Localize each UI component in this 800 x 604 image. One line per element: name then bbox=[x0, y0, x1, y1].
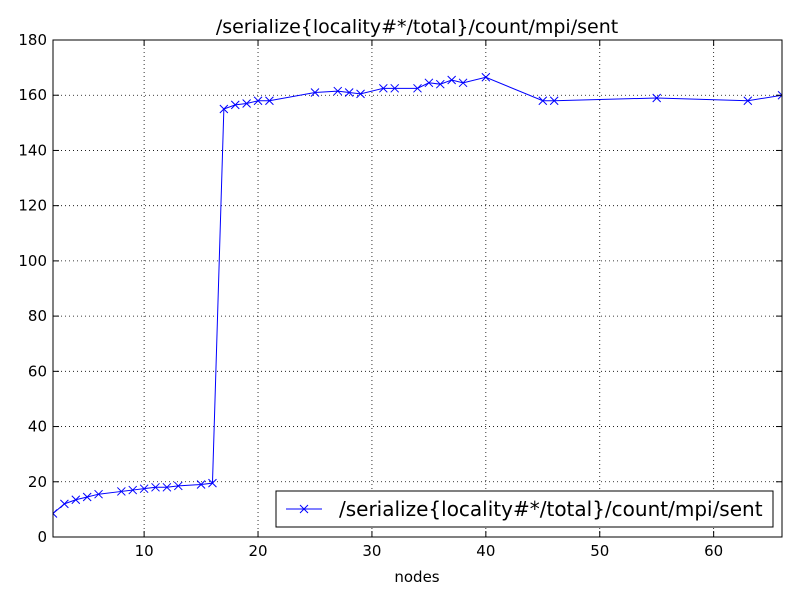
data-point-marker bbox=[538, 96, 548, 106]
x-tick-label: 30 bbox=[362, 542, 381, 560]
x-tick-label: 50 bbox=[590, 542, 609, 560]
data-point-marker bbox=[743, 96, 753, 106]
data-point-marker bbox=[242, 99, 251, 108]
data-point-marker bbox=[777, 90, 782, 100]
legend-box bbox=[275, 490, 774, 528]
data-point-marker bbox=[82, 492, 92, 502]
data-point-marker bbox=[219, 104, 229, 114]
data-point-marker bbox=[378, 83, 388, 93]
data-point-marker bbox=[481, 72, 491, 82]
legend-marker-x-icon bbox=[299, 504, 309, 514]
data-point-marker bbox=[652, 93, 662, 103]
x-tick-label: 40 bbox=[476, 542, 495, 560]
data-point-marker bbox=[196, 480, 206, 489]
data-point-marker bbox=[151, 482, 160, 492]
data-point-marker bbox=[162, 482, 172, 492]
data-point-marker bbox=[310, 88, 320, 97]
data-point-marker bbox=[139, 484, 149, 494]
chart-title: /serialize{locality#*/total}/count/mpi/s… bbox=[216, 16, 618, 38]
data-point-marker bbox=[53, 509, 58, 518]
data-point-marker bbox=[116, 487, 126, 496]
data-point-marker bbox=[253, 96, 263, 106]
data-point-marker bbox=[344, 88, 354, 97]
y-tick-label: 20 bbox=[28, 473, 47, 491]
x-tick-label: 20 bbox=[248, 542, 267, 560]
data-point-marker bbox=[356, 89, 365, 99]
plot-area-frame bbox=[52, 39, 783, 538]
data-point-marker bbox=[390, 83, 400, 93]
data-point-marker bbox=[424, 78, 434, 88]
data-point-marker bbox=[435, 79, 445, 89]
y-tick-label: 140 bbox=[18, 141, 47, 159]
data-point-marker bbox=[128, 485, 138, 495]
data-point-marker bbox=[447, 75, 457, 85]
x-tick-label: 10 bbox=[135, 542, 154, 560]
x-tick-label: 60 bbox=[704, 542, 723, 560]
y-tick-label: 160 bbox=[18, 86, 47, 104]
data-point-marker bbox=[265, 96, 274, 106]
data-point-marker bbox=[71, 495, 81, 505]
data-point-marker bbox=[413, 83, 422, 93]
data-point-marker bbox=[173, 481, 183, 491]
data-point-marker bbox=[208, 478, 217, 488]
data-series bbox=[53, 72, 782, 518]
legend: /serialize{locality#*/total}/count/mpi/s… bbox=[275, 490, 774, 528]
legend-entry-label: /serialize{locality#*/total}/count/mpi/s… bbox=[339, 497, 763, 521]
y-tick-label: 100 bbox=[18, 252, 47, 270]
y-tick-label: 180 bbox=[18, 31, 47, 49]
data-point-marker bbox=[333, 86, 343, 96]
axis-ticks: 10 20 30 40 50 60 0 20 40 60 80 100 120 140 160 180 bbox=[18, 31, 782, 560]
y-tick-label: 120 bbox=[18, 197, 47, 215]
x-axis-label: nodes bbox=[394, 568, 439, 586]
y-tick-label: 40 bbox=[28, 418, 47, 436]
data-point-marker bbox=[549, 96, 559, 106]
series-group bbox=[53, 72, 782, 518]
y-tick-label: 60 bbox=[28, 362, 47, 380]
data-point-marker bbox=[94, 489, 103, 499]
data-point-marker bbox=[60, 499, 69, 509]
data-point-marker bbox=[230, 100, 240, 110]
y-tick-label: 80 bbox=[28, 307, 47, 325]
data-point-marker bbox=[458, 78, 468, 88]
y-tick-label: 0 bbox=[37, 528, 47, 546]
